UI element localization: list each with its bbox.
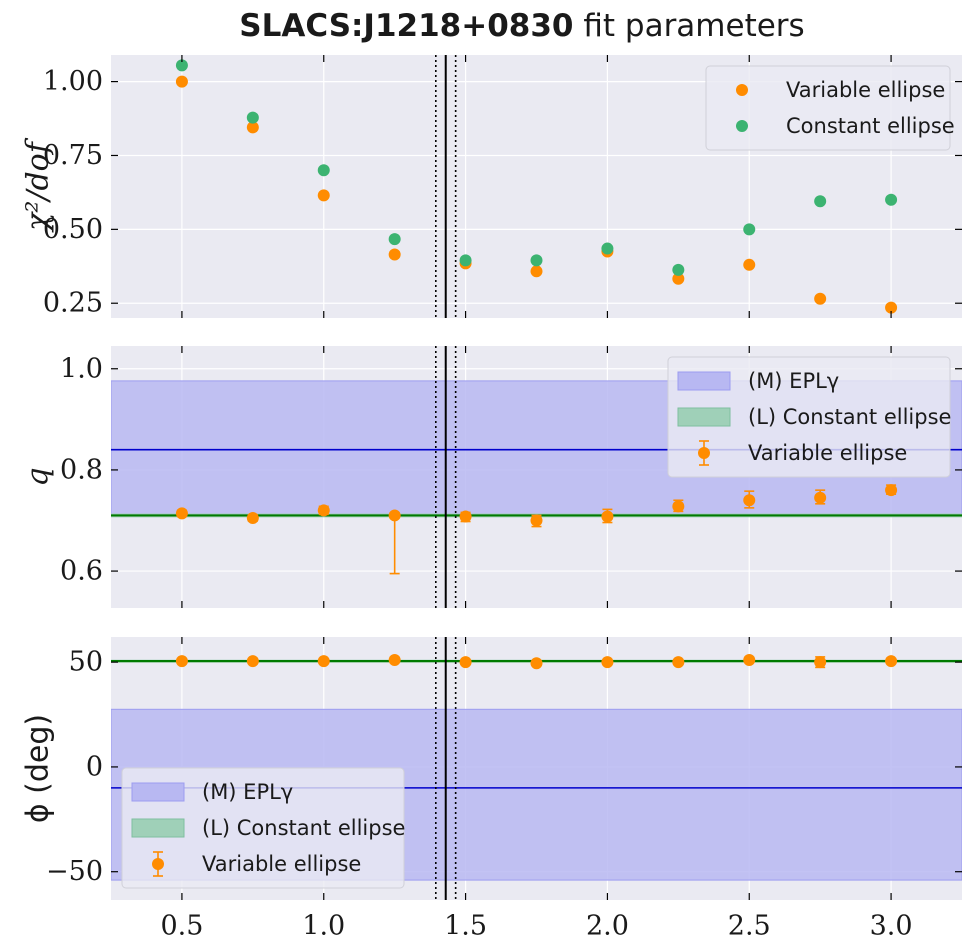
data-point <box>246 511 259 524</box>
y-axis-label: χ²/dof <box>21 137 56 233</box>
data-point <box>175 75 188 88</box>
data-point <box>814 491 827 504</box>
y-tick-label: 0 <box>86 751 103 782</box>
ticks <box>111 346 962 608</box>
ticks <box>111 55 962 318</box>
legend: Variable ellipse Constant ellipse <box>705 65 955 151</box>
y-tick-label: 1.00 <box>43 66 103 97</box>
x-tick-label: 3.0 <box>870 911 913 942</box>
data-point <box>175 59 188 72</box>
data-point <box>530 514 543 527</box>
data-point <box>885 484 898 497</box>
x-tick-label: 1.5 <box>444 911 487 942</box>
legend: (M) EPLγ (L) Constant ellipse Variable ell… <box>667 356 951 478</box>
data-point <box>246 121 259 134</box>
y-axis-label: q <box>21 467 56 486</box>
data-point <box>601 656 614 669</box>
x-tick-label: 0.5 <box>160 911 203 942</box>
legend-label: (M) EPLγ <box>748 369 839 393</box>
data-point <box>672 263 685 276</box>
data-point <box>601 242 614 255</box>
data-point <box>885 655 898 668</box>
data-point <box>317 164 330 177</box>
legend-frame <box>705 65 951 151</box>
data-point <box>246 111 259 124</box>
y-tick-label: 0.8 <box>60 454 103 485</box>
y-tick-label: 1.0 <box>60 353 103 384</box>
legend-label: Constant ellipse <box>786 114 955 138</box>
legend-label: Variable ellipse <box>202 852 361 876</box>
data-point <box>459 254 472 267</box>
data-point <box>175 655 188 668</box>
data-point <box>814 195 827 208</box>
x-tick-label: 1.0 <box>302 911 345 942</box>
y-tick-label: 0.6 <box>60 556 103 587</box>
data-point <box>530 265 543 278</box>
data-point <box>175 507 188 520</box>
y-tick-label: 0.50 <box>43 214 103 245</box>
y-tick-label: 50 <box>69 647 103 678</box>
data-point <box>317 504 330 517</box>
data-point <box>530 657 543 670</box>
data-point <box>246 655 259 668</box>
panel-q: 0.6 0.8 1.0 q (M) EPLγ (L) Constant ellipse Va… <box>21 346 962 608</box>
figure-title-rest: fit parameters <box>574 8 805 44</box>
data-point <box>317 655 330 668</box>
legend-marker <box>698 447 710 459</box>
panel-chi2: 0.25 0.50 0.75 1.00 χ²/dof Variable ellipse Co… <box>21 55 962 319</box>
figure-title-bold: SLACS:J1218+0830 <box>239 8 573 44</box>
legend-band-swatch <box>131 782 185 802</box>
legend: (M) EPLγ (L) Constant ellipse Variable ell… <box>121 767 405 889</box>
x-tick-label: 2.5 <box>728 911 771 942</box>
data-point <box>388 509 401 522</box>
legend-band-swatch <box>131 818 185 838</box>
legend-label: (M) EPLγ <box>202 780 293 804</box>
data-point <box>743 494 756 507</box>
data-point <box>388 654 401 667</box>
legend-band-swatch <box>677 407 731 427</box>
figure-title: SLACS:J1218+0830 fit parameters <box>239 8 804 44</box>
legend-label: (L) Constant ellipse <box>748 405 951 429</box>
data-point <box>388 233 401 246</box>
y-tick-label: −50 <box>46 856 103 887</box>
data-point <box>743 654 756 667</box>
data-point <box>672 656 685 669</box>
data-point <box>743 258 756 271</box>
data-point <box>388 248 401 261</box>
legend-frame <box>121 767 405 889</box>
data-point <box>672 272 685 285</box>
data-point <box>672 500 685 513</box>
legend-marker <box>736 120 748 132</box>
data-point <box>885 301 898 314</box>
legend-label: Variable ellipse <box>786 78 945 102</box>
legend-marker <box>152 858 164 870</box>
data-point <box>814 292 827 305</box>
y-tick-label: 0.25 <box>43 288 103 319</box>
data-point <box>814 656 827 669</box>
legend-frame <box>667 356 951 478</box>
data-point <box>459 510 472 523</box>
data-point <box>601 510 614 523</box>
data-point <box>317 189 330 202</box>
legend-label: (L) Constant ellipse <box>202 816 405 840</box>
legend-band-swatch <box>677 371 731 391</box>
data-point <box>459 656 472 669</box>
data-point <box>885 193 898 206</box>
ticks <box>111 637 962 900</box>
data-point <box>530 254 543 267</box>
y-axis-label: ϕ (deg) <box>21 714 56 823</box>
legend-label: Variable ellipse <box>748 441 907 465</box>
x-tick-label: 2.0 <box>586 911 629 942</box>
legend-marker <box>736 84 748 96</box>
data-point <box>743 223 756 236</box>
y-tick-label: 0.75 <box>43 140 103 171</box>
